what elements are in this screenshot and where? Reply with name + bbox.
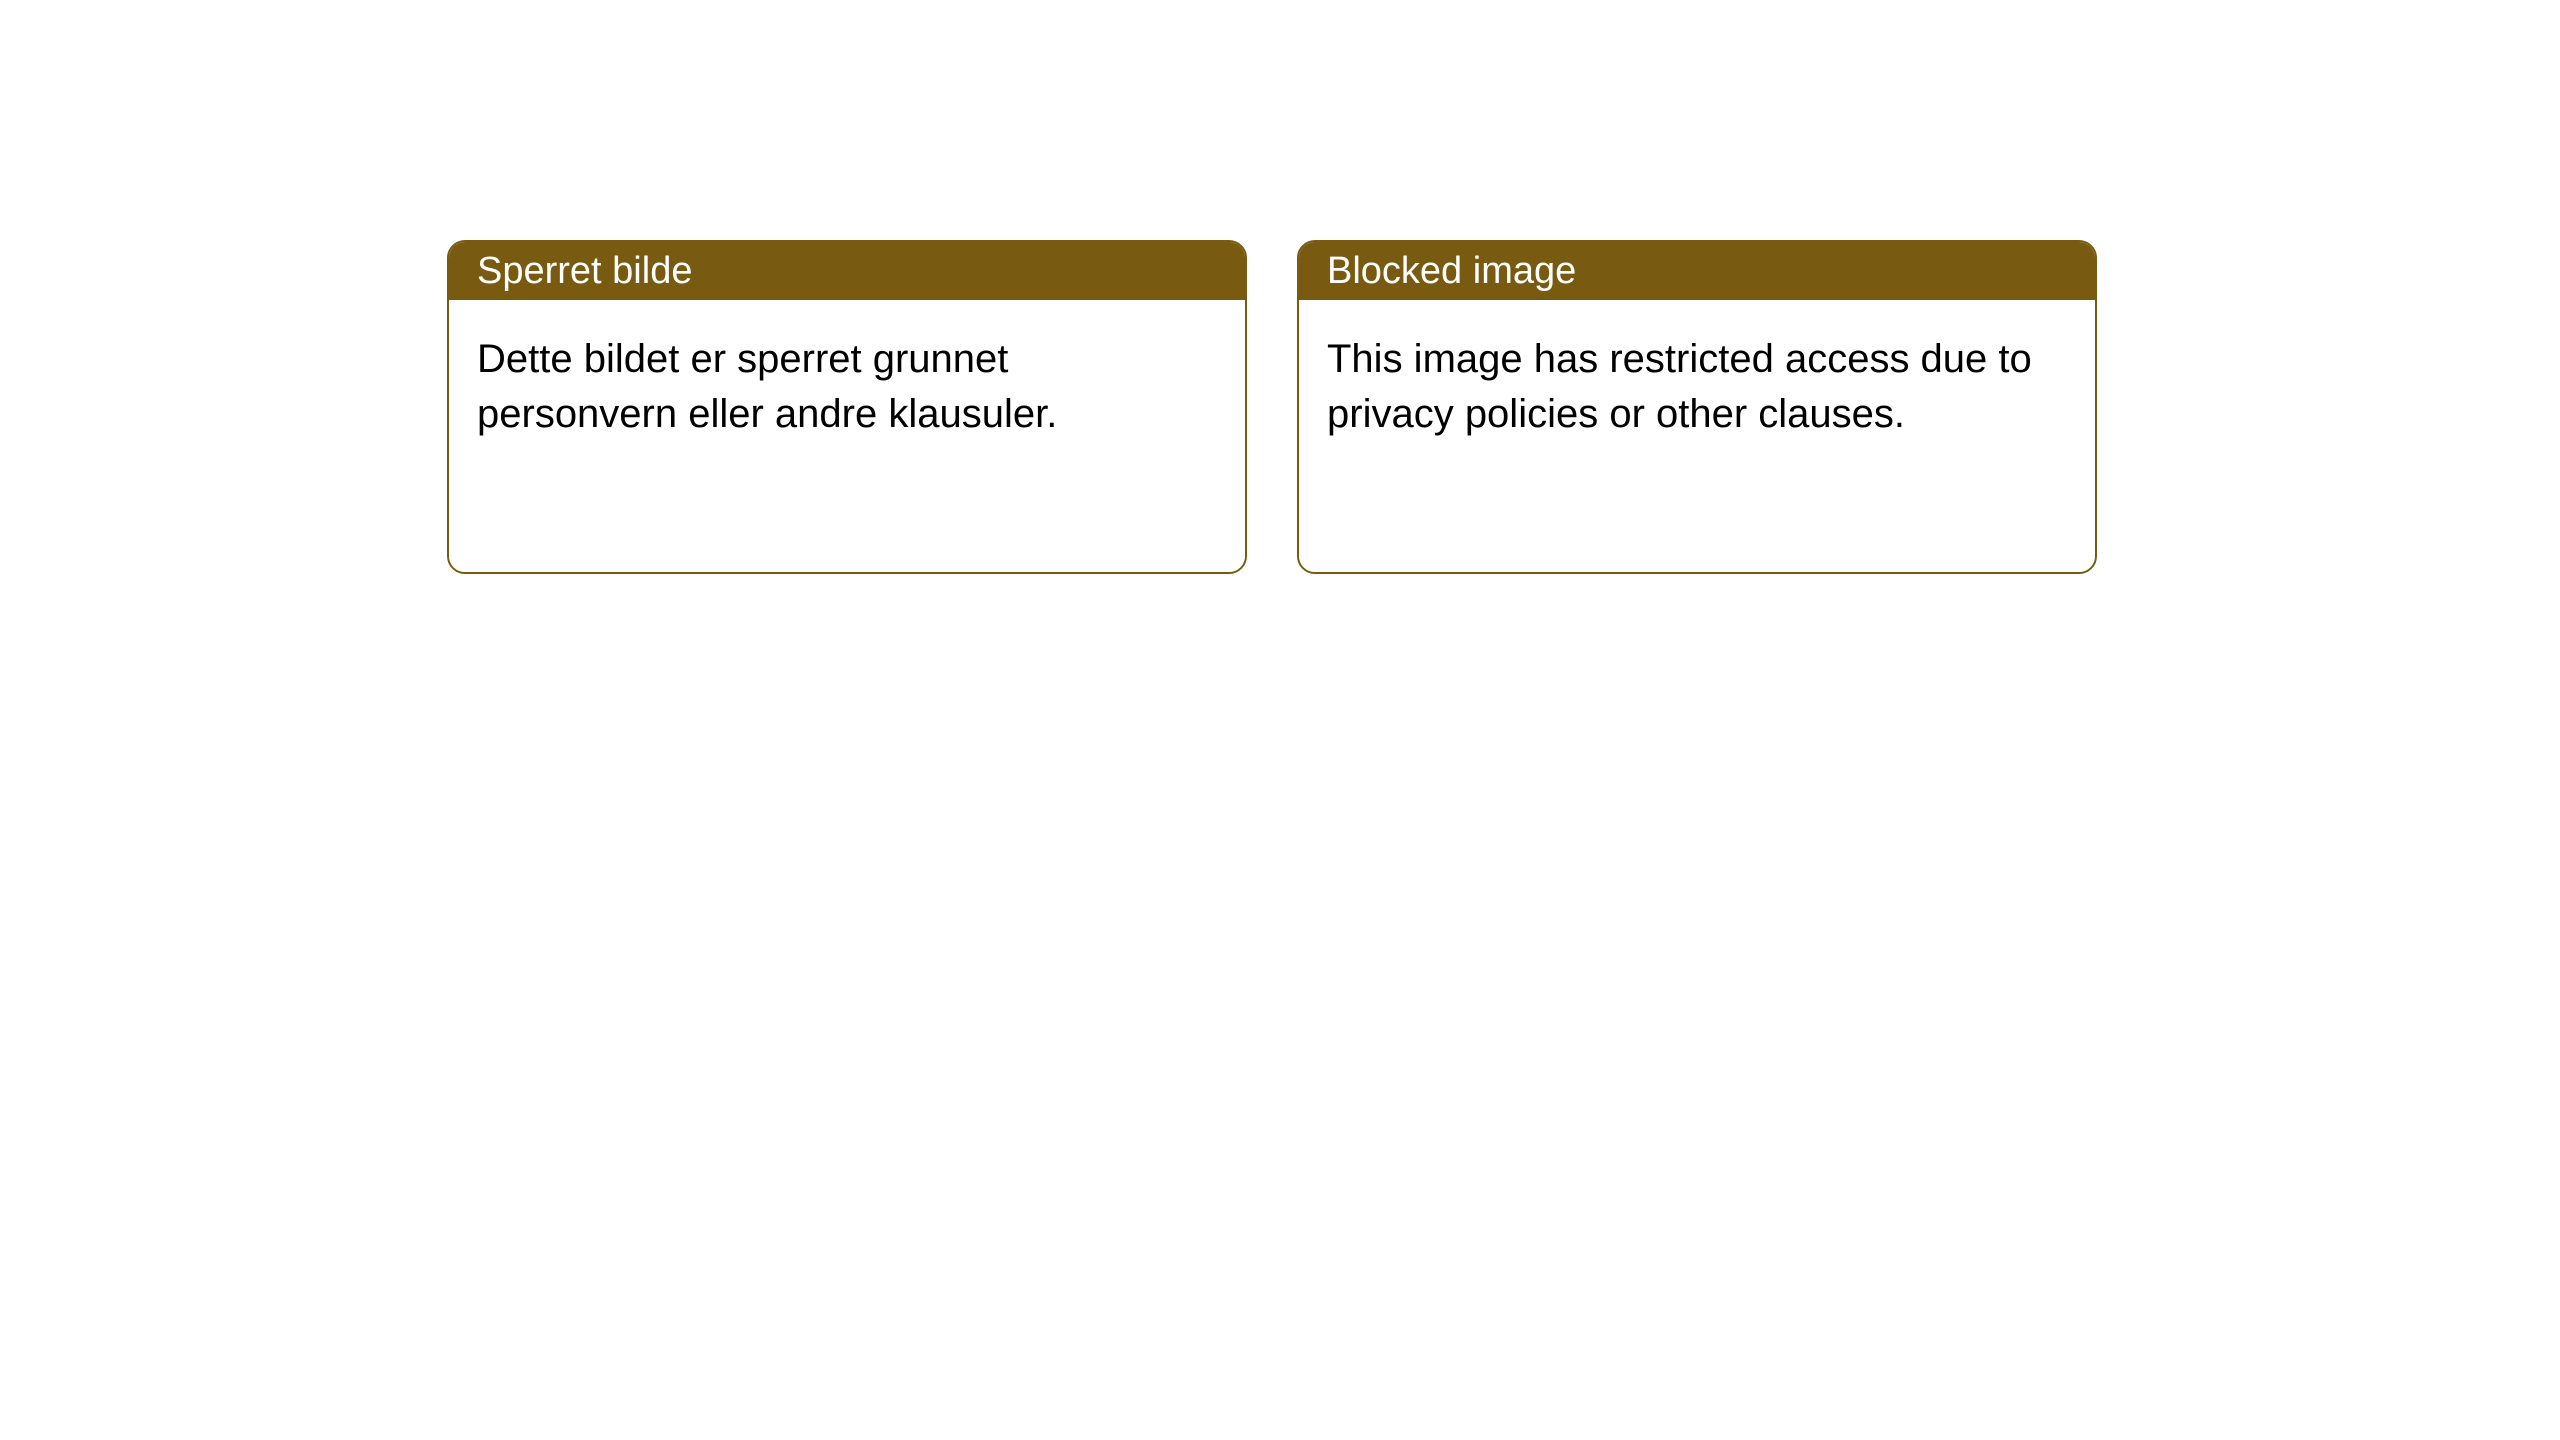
notice-header: Sperret bilde	[449, 242, 1245, 300]
notice-body: Dette bildet er sperret grunnet personve…	[449, 300, 1245, 572]
notice-header: Blocked image	[1299, 242, 2095, 300]
notice-container: Sperret bilde Dette bildet er sperret gr…	[447, 240, 2097, 574]
notice-body: This image has restricted access due to …	[1299, 300, 2095, 572]
notice-card-english: Blocked image This image has restricted …	[1297, 240, 2097, 574]
notice-card-norwegian: Sperret bilde Dette bildet er sperret gr…	[447, 240, 1247, 574]
